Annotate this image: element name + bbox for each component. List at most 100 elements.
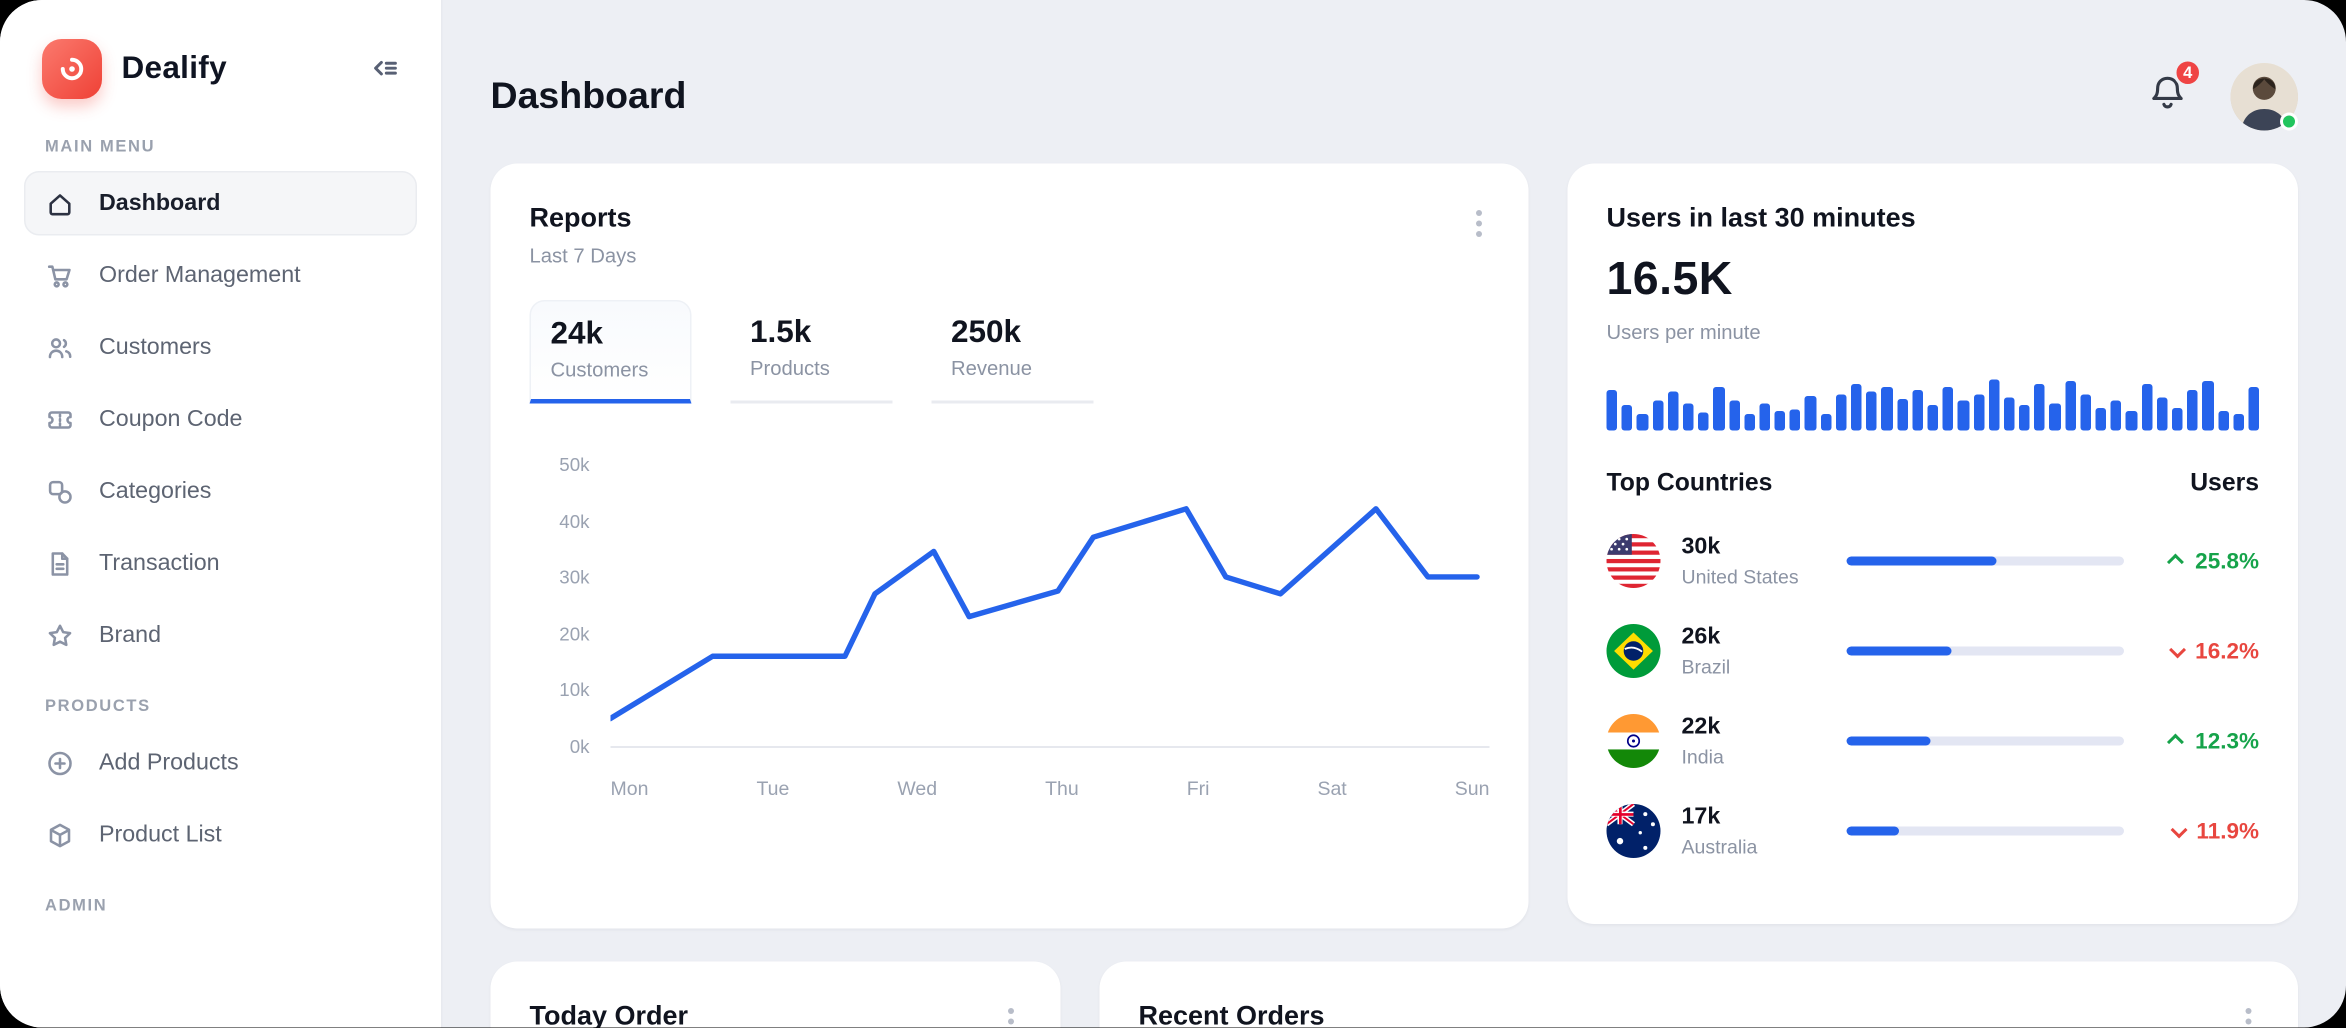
minute-bar	[1927, 405, 1939, 431]
trend-down-icon	[2170, 821, 2188, 839]
sidebar-item-label: Product List	[99, 821, 222, 847]
categories-icon	[48, 480, 72, 504]
ticket-icon	[48, 410, 72, 429]
minute-bar	[1820, 413, 1832, 431]
user-avatar[interactable]	[2230, 63, 2298, 131]
reports-subtitle: Last 7 Days	[529, 244, 637, 268]
reports-menu-icon[interactable]	[1469, 203, 1490, 246]
recent-orders-menu-icon[interactable]	[2238, 1001, 2259, 1028]
sidebar: Dealify MAIN MENU Dashboard Order Manage…	[0, 0, 443, 1028]
sidebar-collapse-icon[interactable]	[363, 47, 408, 92]
y-tick-label: 20k	[559, 623, 590, 645]
progress-bar	[1846, 646, 2124, 656]
section-label-admin: ADMIN	[45, 897, 108, 915]
users-subtitle: Users per minute	[1606, 321, 1761, 344]
report-tab[interactable]: 1.5k Products	[730, 300, 893, 404]
star-icon	[48, 623, 72, 646]
line-series	[610, 506, 1480, 722]
minute-bar	[2049, 402, 2061, 431]
today-order-card: Today Order	[490, 961, 1061, 1028]
australia-flag-icon	[1606, 804, 1661, 858]
minute-bar	[1881, 386, 1893, 431]
trend-up-icon	[2167, 733, 2185, 751]
trend-up-icon	[2167, 553, 2185, 571]
sidebar-item-categories[interactable]: Categories	[24, 459, 417, 524]
y-tick-label: 0k	[569, 736, 590, 758]
minute-bar	[2171, 408, 2183, 431]
minute-bar	[2003, 397, 2015, 431]
sidebar-item-add-products[interactable]: Add Products	[24, 731, 417, 796]
minute-bar	[1835, 394, 1847, 431]
report-tab[interactable]: 24k Customers	[529, 300, 692, 404]
page-title: Dashboard	[490, 75, 687, 117]
minute-bar	[2248, 386, 2260, 431]
progress-bar	[1846, 826, 2124, 836]
minute-bar	[1805, 396, 1816, 431]
minute-bar	[2233, 413, 2244, 431]
page-header: Dashboard 4	[490, 0, 2298, 131]
us-flag-icon	[1606, 534, 1661, 588]
x-tick-label: Fri	[1186, 777, 1210, 800]
minute-bar	[1896, 398, 1908, 431]
india-flag-icon	[1606, 714, 1661, 768]
sidebar-item-customers[interactable]: Customers	[24, 315, 417, 380]
sidebar-item-label: Transaction	[99, 549, 220, 576]
change-percent: 25.8%	[2195, 548, 2259, 574]
minute-bar	[1851, 384, 1862, 431]
country-row: 17k Australia 11.9%	[1606, 804, 2259, 858]
sidebar-item-label: Categories	[99, 477, 212, 504]
minute-bar	[1621, 405, 1633, 431]
sidebar-item-transaction[interactable]: Transaction	[24, 531, 417, 596]
minute-bar	[2110, 400, 2122, 431]
minute-bar	[1866, 392, 1878, 431]
report-tab[interactable]: 250k Revenue	[931, 300, 1094, 404]
bell-icon	[2152, 76, 2183, 109]
users-per-minute-chart	[1606, 365, 2260, 431]
minute-bar	[1759, 404, 1771, 431]
trend-down-icon	[2169, 641, 2187, 659]
sidebar-item-brand[interactable]: Brand	[24, 603, 417, 668]
x-tick-label: Wed	[897, 777, 938, 800]
minute-bar	[1744, 413, 1755, 431]
today-order-menu-icon[interactable]	[1001, 1001, 1022, 1028]
country-row: 22k India 12.3%	[1606, 714, 2259, 768]
minute-bar	[1667, 392, 1679, 431]
sidebar-item-product-list[interactable]: Product List	[24, 803, 417, 868]
chart-y-axis: 50k 40k 30k 20k 10k 0k	[530, 455, 611, 758]
progress-bar	[1846, 556, 2124, 566]
brand-name: Dealify	[121, 51, 227, 86]
minute-bar	[2064, 381, 2076, 431]
minute-bar	[1637, 414, 1648, 431]
minute-bar	[1682, 404, 1694, 431]
users-count: 16.5K	[1606, 252, 1733, 305]
sidebar-item-coupon-code[interactable]: Coupon Code	[24, 387, 417, 452]
chart-x-axis: Mon Tue Wed Thu Fri Sat Sun	[611, 777, 1490, 800]
brand-logo: Dealify	[42, 39, 227, 99]
sidebar-item-order-management[interactable]: Order Management	[24, 243, 417, 308]
minute-bar	[1789, 409, 1801, 431]
reports-card: Reports Last 7 Days 24k Customers 1.5k P…	[490, 163, 1529, 929]
minute-bar	[1973, 394, 1985, 431]
sidebar-item-dashboard[interactable]: Dashboard	[24, 171, 417, 236]
plus-circle-icon	[48, 750, 72, 775]
minute-bar	[1698, 412, 1709, 431]
minute-bar	[2034, 384, 2046, 431]
minute-bar	[2187, 389, 2198, 431]
users-card: Users in last 30 minutes 16.5K Users per…	[1567, 163, 2298, 924]
minute-bar	[1988, 379, 2000, 431]
recent-orders-card: Recent Orders	[1099, 961, 2298, 1028]
sidebar-item-label: Coupon Code	[99, 405, 243, 432]
users-title: Users in last 30 minutes	[1606, 202, 1916, 233]
y-tick-label: 30k	[559, 567, 590, 589]
minute-bar	[1912, 389, 1923, 431]
brazil-flag-icon	[1606, 624, 1661, 678]
notifications-button[interactable]: 4	[2147, 58, 2202, 122]
cart-icon	[47, 264, 71, 287]
minute-bar	[2126, 410, 2137, 431]
sidebar-item-label: Brand	[99, 621, 162, 648]
x-tick-label: Sat	[1317, 777, 1347, 800]
change-percent: 11.9%	[2196, 818, 2259, 844]
dealify-logo-icon	[42, 39, 102, 99]
reports-title: Reports	[529, 202, 632, 233]
